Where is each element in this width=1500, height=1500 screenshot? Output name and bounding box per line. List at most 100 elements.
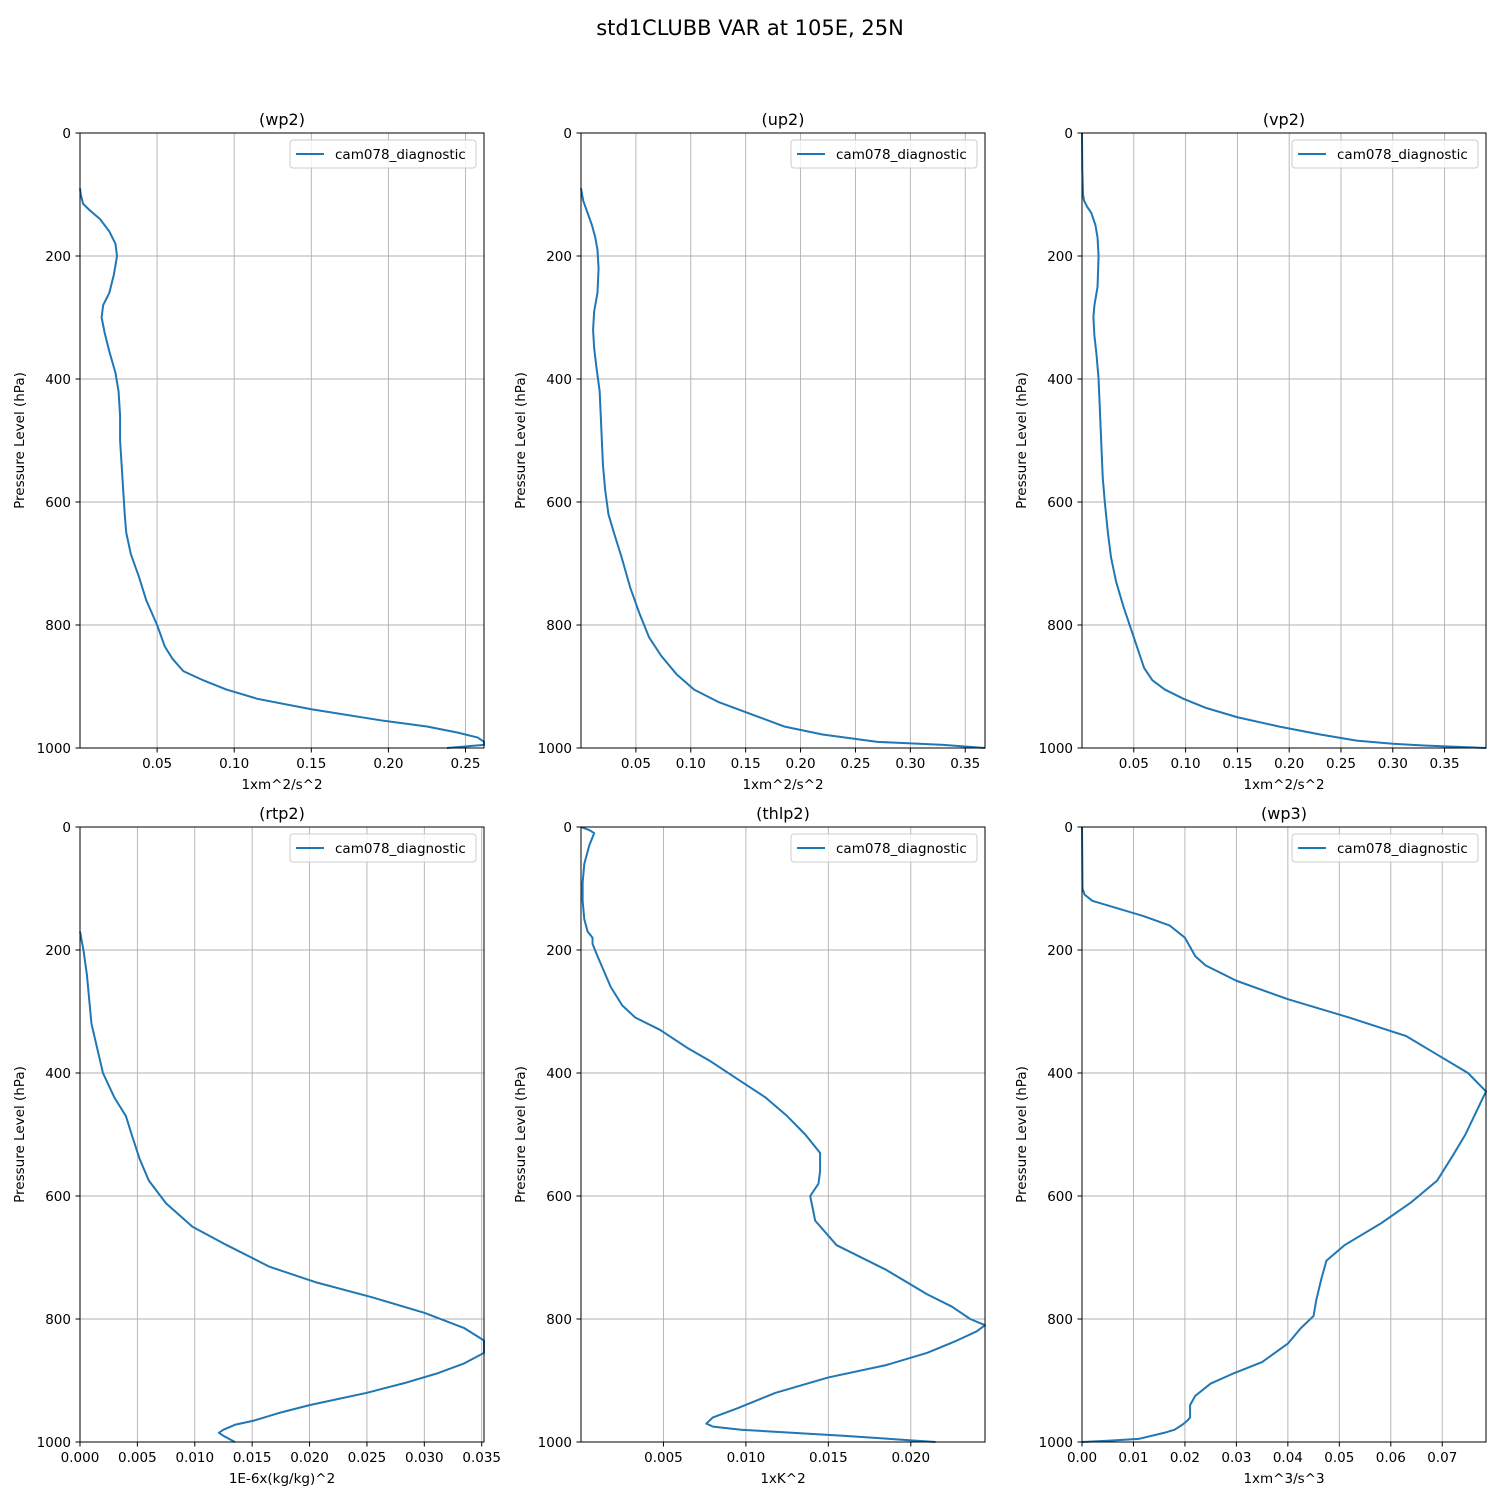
legend-box <box>289 139 477 169</box>
x-axis-label: 1xm^2/s^2 <box>742 777 823 793</box>
x-tick-label: 0.06 <box>1376 1450 1406 1466</box>
y-tick-label: 1000 <box>37 1435 71 1451</box>
x-tick-label: 0.30 <box>895 756 925 772</box>
x-axis-label: 1E-6x(kg/kg)^2 <box>229 1471 335 1487</box>
x-tick-label: 0.010 <box>727 1450 766 1466</box>
x-axis-label: 1xm^2/s^2 <box>1243 777 1324 793</box>
legend-box <box>790 139 978 169</box>
axes-frame <box>79 132 485 749</box>
y-tick-label: 200 <box>546 943 572 959</box>
y-tick-label: 400 <box>546 1066 572 1082</box>
series-line-cam078_diagnostic <box>79 931 485 1443</box>
y-tick-label: 600 <box>1047 495 1073 511</box>
series-line-cam078_diagnostic <box>79 188 485 749</box>
subplot-title: (up2) <box>762 110 805 129</box>
y-tick-label: 800 <box>546 1312 572 1328</box>
axes-frame <box>580 826 986 1443</box>
legend-label: cam078_diagnostic <box>836 841 967 857</box>
y-tick-label: 800 <box>45 618 71 634</box>
y-tick-label: 1000 <box>1039 1435 1073 1451</box>
subplot-title: (thlp2) <box>756 804 810 823</box>
x-tick-label: 0.25 <box>1326 756 1356 772</box>
y-tick-label: 0 <box>563 820 572 836</box>
axes-frame <box>79 826 485 1443</box>
y-tick-label: 200 <box>1047 249 1073 265</box>
y-tick-label: 0 <box>1064 820 1073 836</box>
legend-label: cam078_diagnostic <box>836 147 967 163</box>
y-tick-label: 200 <box>45 943 71 959</box>
figure-title: std1CLUBB VAR at 105E, 25N <box>596 16 904 40</box>
x-tick-label: 0.15 <box>731 756 761 772</box>
y-tick-label: 200 <box>1047 943 1073 959</box>
y-tick-label: 800 <box>1047 618 1073 634</box>
y-tick-label: 600 <box>546 495 572 511</box>
y-axis-label: Pressure Level (hPa) <box>1014 372 1030 509</box>
y-axis-label: Pressure Level (hPa) <box>12 1066 28 1203</box>
axes-frame <box>1081 826 1487 1443</box>
x-tick-label: 0.01 <box>1118 1450 1148 1466</box>
series-line-cam078_diagnostic <box>580 826 986 1443</box>
y-tick-label: 800 <box>1047 1312 1073 1328</box>
legend-label: cam078_diagnostic <box>1337 147 1468 163</box>
x-tick-label: 0.015 <box>233 1450 272 1466</box>
x-tick-label: 0.00 <box>1067 1450 1097 1466</box>
x-tick-label: 0.015 <box>809 1450 848 1466</box>
x-tick-label: 0.020 <box>891 1450 930 1466</box>
x-tick-label: 0.03 <box>1221 1450 1251 1466</box>
x-tick-label: 0.035 <box>462 1450 501 1466</box>
x-axis-label: 1xm^2/s^2 <box>241 777 322 793</box>
axes-frame <box>1081 132 1487 749</box>
y-tick-label: 600 <box>45 495 71 511</box>
x-tick-label: 0.05 <box>1119 756 1149 772</box>
x-tick-label: 0.010 <box>175 1450 214 1466</box>
y-axis-label: Pressure Level (hPa) <box>1014 1066 1030 1203</box>
y-tick-label: 1000 <box>538 741 572 757</box>
y-tick-label: 400 <box>1047 372 1073 388</box>
x-tick-label: 0.20 <box>786 756 816 772</box>
y-tick-label: 400 <box>1047 1066 1073 1082</box>
x-tick-label: 0.10 <box>676 756 706 772</box>
x-tick-label: 0.25 <box>450 756 480 772</box>
x-tick-label: 0.10 <box>219 756 249 772</box>
subplot-5: 0.005 0.010 0.015 0.020 0 200 400 600 800 1000 (th… <box>513 804 986 1487</box>
y-axis-label: Pressure Level (hPa) <box>513 372 529 509</box>
x-tick-label: 0.35 <box>950 756 980 772</box>
x-tick-label: 0.35 <box>1430 756 1460 772</box>
x-tick-label: 0.005 <box>644 1450 683 1466</box>
y-tick-label: 600 <box>45 1189 71 1205</box>
subplot-1: 0.05 0.10 0.15 0.20 0.25 0 200 400 600 800 1000 (wp… <box>12 110 485 793</box>
y-tick-label: 800 <box>45 1312 71 1328</box>
series-line-cam078_diagnostic <box>1081 132 1487 749</box>
y-tick-label: 400 <box>45 1066 71 1082</box>
y-tick-label: 400 <box>546 372 572 388</box>
x-tick-label: 0.005 <box>118 1450 157 1466</box>
subplot-4: 0.000 0.005 0.010 0.015 0.020 0.025 0.030 0.035… <box>12 804 501 1487</box>
y-tick-label: 200 <box>45 249 71 265</box>
legend-label: cam078_diagnostic <box>335 841 466 857</box>
y-axis-label: Pressure Level (hPa) <box>513 1066 529 1203</box>
subplot-title: (rtp2) <box>259 804 305 823</box>
legend-box <box>790 833 978 863</box>
x-tick-label: 0.030 <box>405 1450 444 1466</box>
x-axis-label: 1xK^2 <box>760 1471 805 1487</box>
subplot-3: 0.05 0.10 0.15 0.20 0.25 0.30 0.35 0 200 400 600 80… <box>1014 110 1487 793</box>
y-tick-label: 600 <box>1047 1189 1073 1205</box>
x-tick-label: 0.02 <box>1170 1450 1200 1466</box>
x-tick-label: 0.30 <box>1378 756 1408 772</box>
subplot-title: (wp3) <box>1261 804 1307 823</box>
x-axis-label: 1xm^3/s^3 <box>1243 1471 1324 1487</box>
legend-label: cam078_diagnostic <box>1337 841 1468 857</box>
y-tick-label: 0 <box>563 126 572 142</box>
y-tick-label: 1000 <box>538 1435 572 1451</box>
x-tick-label: 0.05 <box>621 756 651 772</box>
legend-label: cam078_diagnostic <box>335 147 466 163</box>
x-tick-label: 0.000 <box>61 1450 100 1466</box>
legend-box <box>289 833 477 863</box>
y-tick-label: 1000 <box>1039 741 1073 757</box>
series-line-cam078_diagnostic <box>580 188 986 749</box>
y-tick-label: 0 <box>62 820 71 836</box>
x-tick-label: 0.25 <box>840 756 870 772</box>
y-tick-label: 200 <box>546 249 572 265</box>
x-tick-label: 0.07 <box>1427 1450 1457 1466</box>
